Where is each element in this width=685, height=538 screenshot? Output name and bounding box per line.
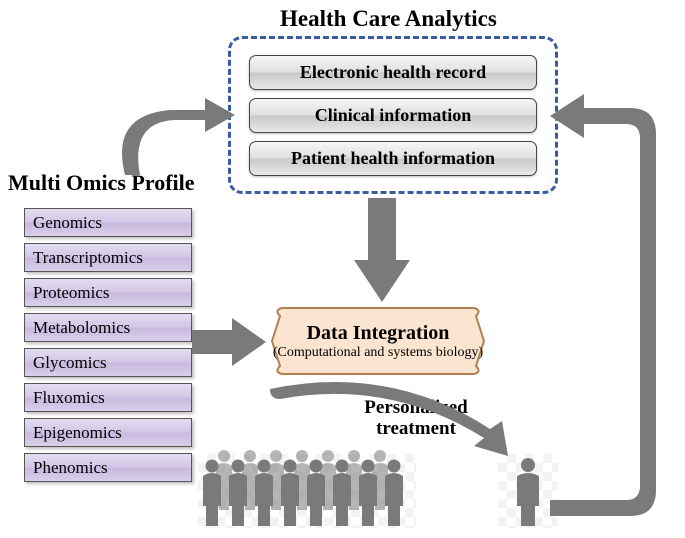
hca-item: Clinical information <box>249 98 537 133</box>
arrow-feedback-icon <box>548 84 678 532</box>
omics-item: Metabolomics <box>24 313 192 342</box>
person-single-icon <box>514 456 542 528</box>
omics-item: Proteomics <box>24 278 192 307</box>
omics-item: Phenomics <box>24 453 192 482</box>
health-care-analytics-box: Electronic health record Clinical inform… <box>228 36 558 194</box>
hca-item: Patient health information <box>249 141 537 176</box>
omics-item: Genomics <box>24 208 192 237</box>
hca-item: Electronic health record <box>249 55 537 90</box>
omics-item: Epigenomics <box>24 418 192 447</box>
arrow-hca-to-dataint-icon <box>352 198 412 308</box>
data-integration-title: Data Integration <box>273 322 483 345</box>
arrow-omics-to-hca-icon <box>80 60 240 180</box>
omics-item: Glycomics <box>24 348 192 377</box>
arrow-omics-to-dataint-icon <box>192 318 268 366</box>
people-crowd-icon <box>202 448 412 528</box>
omics-list: Genomics Transcriptomics Proteomics Meta… <box>24 208 192 482</box>
health-care-analytics-heading: Health Care Analytics <box>280 6 497 32</box>
data-integration-subtitle: (Computational and systems biology) <box>273 345 483 360</box>
omics-item: Fluxomics <box>24 383 192 412</box>
omics-item: Transcriptomics <box>24 243 192 272</box>
data-integration-box: Data Integration (Computational and syst… <box>268 306 488 376</box>
